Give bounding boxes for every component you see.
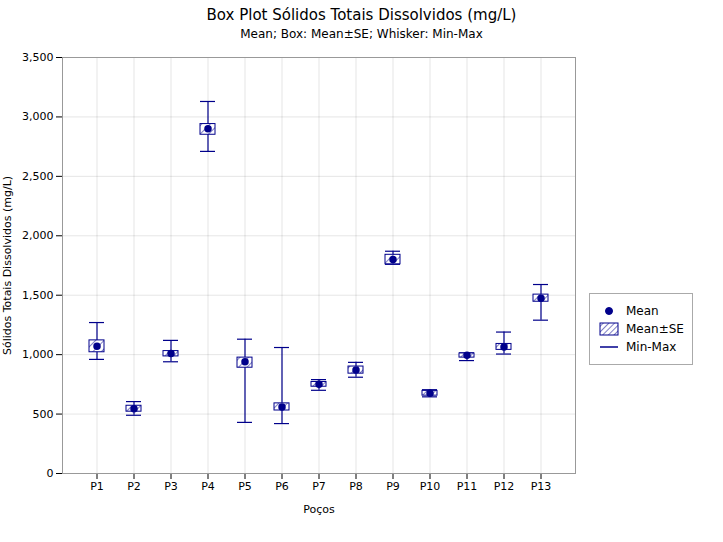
svg-text:P7: P7	[312, 480, 326, 493]
html-text:Min-Max: Min-Max	[626, 340, 677, 354]
html-text:Mean±SE: Mean±SE	[626, 322, 684, 336]
svg-text:P6: P6	[275, 480, 289, 493]
svg-text:3,000: 3,000	[22, 110, 54, 123]
svg-text:P13: P13	[531, 480, 552, 493]
svg-text:P12: P12	[494, 480, 515, 493]
svg-text:P9: P9	[386, 480, 400, 493]
svg-text:P3: P3	[164, 480, 178, 493]
html-text:Mean; Box: Mean±SE; Whisker: M: Mean; Box: Mean±SE; Whisker: Min-Max	[240, 27, 483, 41]
svg-text:500: 500	[33, 408, 54, 421]
html-text:Mean: Mean	[626, 304, 659, 318]
svg-text:2,000: 2,000	[22, 229, 54, 242]
svg-text:0: 0	[47, 467, 54, 480]
svg-text:P4: P4	[201, 480, 215, 493]
svg-text:1,000: 1,000	[22, 348, 54, 361]
svg-text:Sólidos Totais Dissolvidos (mg: Sólidos Totais Dissolvidos (mg/L)	[1, 176, 14, 355]
svg-text:1,500: 1,500	[22, 289, 54, 302]
svg-text:P1: P1	[90, 480, 104, 493]
svg-text:2,500: 2,500	[22, 170, 54, 183]
svg-text:P11: P11	[457, 480, 478, 493]
svg-text:P2: P2	[127, 480, 141, 493]
svg-text:Poços: Poços	[303, 503, 335, 516]
svg-text:P5: P5	[238, 480, 252, 493]
svg-text:P10: P10	[420, 480, 441, 493]
html-text:Box Plot Sólidos Totais Dissol: Box Plot Sólidos Totais Dissolvidos (mg/…	[206, 6, 517, 24]
svg-text:3,500: 3,500	[22, 51, 54, 64]
svg-text:P8: P8	[349, 480, 363, 493]
